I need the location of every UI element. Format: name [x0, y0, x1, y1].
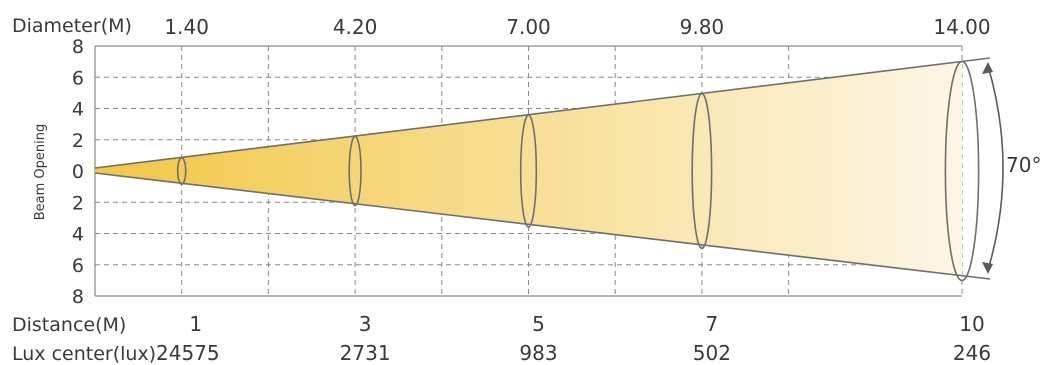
- distance-value: 1: [189, 312, 202, 336]
- lux-value: 24575: [156, 341, 220, 365]
- distance-label: Distance(M): [12, 314, 126, 336]
- distance-value: 7: [706, 312, 719, 336]
- lux-label: Lux center(lux): [12, 343, 156, 365]
- y-tick-label: 8: [72, 286, 84, 308]
- beam-angle-arc: [987, 65, 1004, 271]
- lux-value: 502: [693, 341, 731, 365]
- diameter-values: 1.40 4.20 7.00 9.80 14.00: [164, 15, 990, 39]
- diameter-value: 9.80: [680, 15, 725, 39]
- distance-value: 10: [959, 312, 984, 336]
- y-tick-label: 2: [72, 130, 84, 152]
- beam-lower-edge: [94, 172, 991, 280]
- y-tick-label: 6: [72, 255, 84, 277]
- beam-angle-arrow-top: [982, 62, 993, 74]
- beam-angle-label: 70°: [1006, 153, 1041, 177]
- y-tick-label: 0: [72, 161, 84, 183]
- lux-value: 246: [953, 341, 991, 365]
- diameter-value: 14.00: [933, 15, 990, 39]
- beam-angle-arrow-bottom: [982, 262, 993, 274]
- diameter-value: 7.00: [506, 15, 551, 39]
- diameter-value: 4.20: [333, 15, 378, 39]
- cross-section-ellipse: [176, 157, 187, 186]
- y-tick-label: 4: [72, 224, 84, 246]
- lux-value: 983: [519, 341, 557, 365]
- distance-value: 3: [359, 312, 372, 336]
- beam-cone: [95, 61, 962, 277]
- diameter-value: 1.40: [164, 15, 209, 39]
- lux-values: 24575 2731 983 502 246: [156, 341, 991, 365]
- y-tick-label: 6: [72, 67, 84, 89]
- diameter-label: Diameter(M): [12, 15, 132, 37]
- y-axis-label: Beam Opening: [33, 124, 48, 221]
- y-tick-labels: 8 6 4 2 0 2 4 6 8: [72, 36, 84, 308]
- y-tick-label: 4: [72, 99, 84, 121]
- cross-section-ellipse: [348, 135, 362, 207]
- cross-section-ellipse: [944, 60, 980, 282]
- distance-value: 5: [532, 312, 545, 336]
- distance-values: 1 3 5 7 10: [189, 312, 984, 336]
- y-tick-label: 8: [72, 36, 84, 58]
- cross-section-ellipse: [691, 92, 713, 250]
- cross-section-ellipse: [519, 114, 538, 228]
- lux-value: 2731: [340, 341, 391, 365]
- beam-cross-sections: [176, 60, 980, 282]
- beam-upper-edge: [94, 57, 991, 169]
- y-tick-label: 2: [72, 192, 84, 214]
